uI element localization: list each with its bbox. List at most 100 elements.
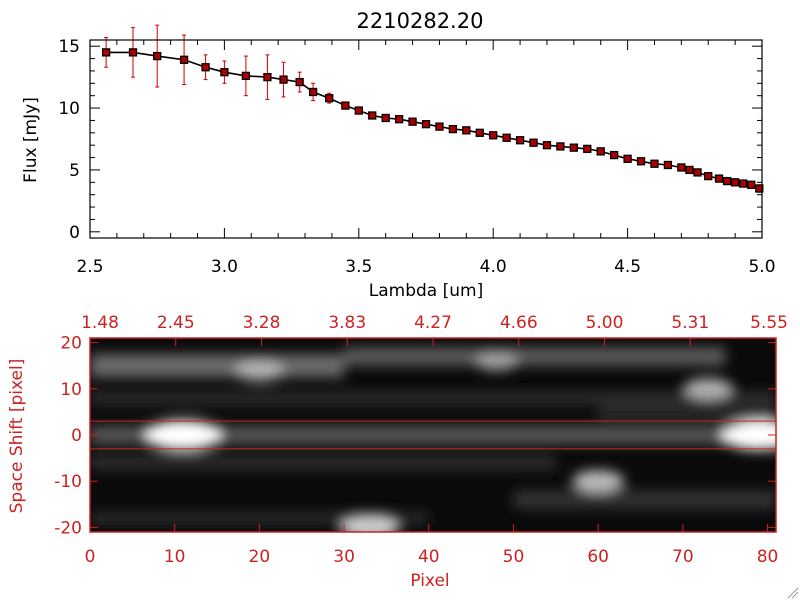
y-tick-label: -20: [54, 518, 82, 538]
spectrum-plot-area: [101, 24, 764, 193]
top-tick-label: 5.55: [750, 313, 788, 333]
data-point: [596, 147, 605, 156]
image-y-axis-label: Space Shift [pixel]: [7, 359, 27, 514]
spectrum-frame: [89, 39, 763, 239]
data-point: [663, 160, 673, 170]
data-point: [747, 180, 756, 189]
series-line: [106, 51, 760, 190]
top-tick-label: 4.27: [414, 313, 452, 333]
data-point: [408, 117, 417, 126]
top-tick-label: 5.00: [586, 313, 624, 333]
y-tick-label: 20: [60, 334, 82, 354]
data-point: [502, 133, 511, 142]
data-point: [685, 165, 694, 175]
top-tick-label: 3.28: [243, 313, 281, 333]
data-point: [677, 163, 686, 172]
data-point: [153, 51, 162, 61]
data-point: [354, 106, 363, 115]
x-tick-label: 10: [164, 547, 186, 567]
data-point: [623, 154, 632, 163]
spectrum-image-chart: 0 10 20 30 40 50 60 70 80 -20 -10 0 10 20 1.48 2.45 3.…: [7, 313, 788, 591]
data-point: [220, 68, 229, 77]
bright-region: [572, 470, 625, 493]
data-point: [128, 48, 138, 57]
data-point: [263, 72, 272, 82]
spectrum-image: [90, 338, 776, 532]
data-point: [381, 113, 390, 123]
spectrum-chart: 2210282.20 2.5 3.0 3.5 4.0 4.5 5.0 0 5 10 15 Lam…: [21, 9, 776, 301]
y-tick-label: 0: [69, 223, 80, 243]
y-tick-label: -10: [54, 472, 82, 492]
y-tick-label: 0: [71, 426, 82, 446]
data-point: [583, 144, 592, 154]
y-tick-label: 10: [58, 99, 80, 119]
data-point: [739, 179, 748, 188]
bright-region: [234, 359, 284, 381]
data-point: [529, 138, 538, 147]
data-point: [704, 171, 713, 181]
spectrum-x-axis-label: Lambda [um]: [369, 281, 483, 301]
bright-region: [721, 420, 776, 450]
image-streak: [90, 455, 556, 470]
x-tick-label: 5.0: [748, 257, 775, 277]
resize-grip-icon[interactable]: [787, 587, 799, 599]
data-point: [755, 184, 764, 193]
x-tick-label: 60: [587, 547, 609, 567]
top-tick-label: 4.66: [500, 313, 538, 333]
image-streak: [344, 347, 726, 366]
data-point: [636, 157, 646, 166]
data-point: [722, 176, 732, 186]
x-tick-label: 3.5: [345, 257, 372, 277]
data-point: [179, 55, 189, 64]
spectrum-y-ticks: 0 5 10 15: [58, 37, 762, 243]
image-streak: [90, 391, 776, 405]
data-point: [556, 142, 565, 151]
data-point: [394, 115, 404, 124]
data-point: [489, 131, 498, 140]
bright-region: [145, 420, 222, 450]
image-wavelength-ticks: 1.48 2.45 3.28 3.83 4.27 4.66 5.00 5.31 5.55: [81, 313, 788, 346]
image-y-ticks: -20 -10 0 10 20: [54, 334, 776, 538]
top-tick-label: 2.45: [157, 313, 195, 333]
x-tick-label: 2.5: [76, 257, 103, 277]
data-point: [515, 136, 525, 145]
data-point: [569, 143, 578, 152]
bright-region: [683, 378, 733, 400]
y-tick-label: 15: [58, 37, 80, 57]
data-point: [325, 94, 334, 103]
data-point: [650, 159, 659, 168]
image-texture: [90, 347, 776, 532]
x-tick-label: 40: [418, 547, 440, 567]
top-tick-label: 3.83: [328, 313, 366, 333]
top-tick-label: 5.31: [671, 313, 709, 333]
image-streak: [598, 404, 776, 419]
x-tick-label: 0: [85, 547, 96, 567]
x-tick-label: 30: [333, 547, 355, 567]
data-point: [693, 168, 702, 177]
chart-title: 2210282.20: [357, 9, 484, 33]
data-point: [730, 178, 740, 187]
spectrum-y-axis-label: Flux [mJy]: [21, 97, 41, 183]
data-point: [241, 71, 251, 81]
data-point: [341, 101, 350, 110]
spectrum-x-ticks: 2.5 3.0 3.5 4.0 4.5 5.0: [76, 40, 776, 277]
data-point: [448, 124, 458, 134]
data-point: [542, 141, 552, 150]
x-tick-label: 70: [672, 547, 694, 567]
bright-region: [475, 351, 519, 371]
data-point: [279, 75, 288, 84]
data-point: [462, 126, 471, 135]
image-streak: [90, 354, 345, 378]
x-tick-label: 80: [757, 547, 779, 567]
data-point: [435, 122, 444, 131]
data-point: [610, 150, 619, 160]
top-tick-label: 1.48: [81, 313, 119, 333]
data-point: [101, 48, 111, 57]
data-point: [308, 87, 318, 97]
x-tick-label: 4.5: [614, 257, 641, 277]
x-tick-label: 50: [503, 547, 525, 567]
extraction-band: [90, 420, 776, 450]
data-point: [295, 77, 304, 87]
image-streak: [90, 425, 776, 445]
